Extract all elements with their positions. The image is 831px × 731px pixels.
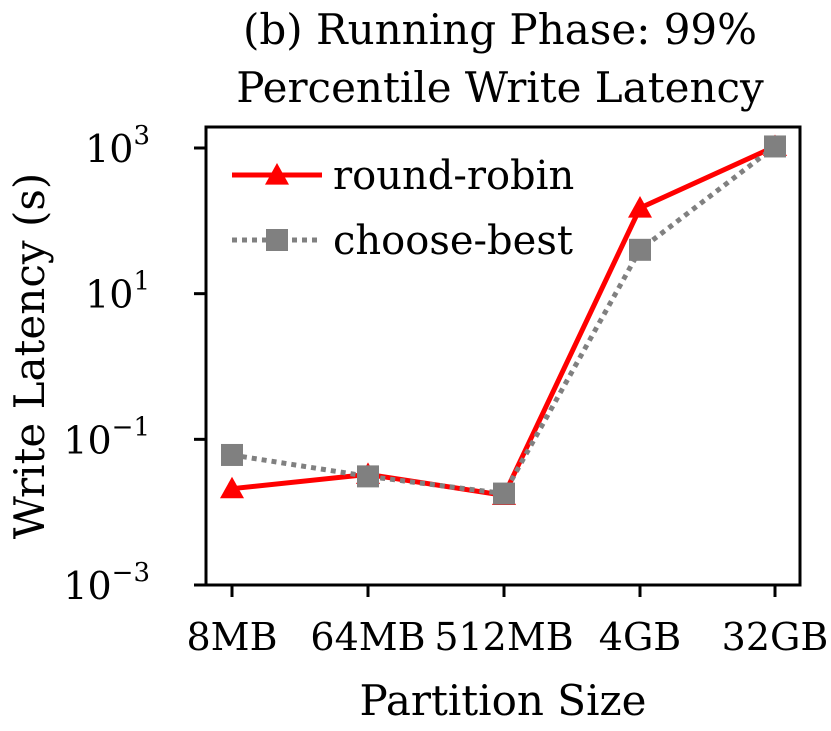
point-round-robin-3 <box>628 196 652 218</box>
y-tick-label-3: 10−3 <box>63 558 150 608</box>
x-tick-label-4: 32GB <box>722 615 829 659</box>
y-axis-ticks: 103 101 10−1 10−3 <box>63 121 206 608</box>
x-axis-label: Partition Size <box>360 676 647 725</box>
x-axis-ticks: 8MB 64MB 512MB 4GB 32GB <box>186 585 828 659</box>
legend-label-round-robin: round-robin <box>333 153 574 199</box>
x-tick-label-1: 64MB <box>310 615 425 659</box>
legend-marker-round-robin <box>265 163 289 185</box>
point-choose-best-4 <box>764 135 786 158</box>
legend-marker-choose-best <box>266 229 288 251</box>
y-tick-label-2: 10−1 <box>63 412 150 462</box>
point-choose-best-1 <box>357 465 379 488</box>
point-choose-best-2 <box>493 482 515 505</box>
point-choose-best-0 <box>221 443 243 466</box>
point-round-robin-0 <box>220 476 244 499</box>
series-layer <box>220 134 787 505</box>
x-tick-label-0: 8MB <box>186 615 277 659</box>
y-tick-label-1: 101 <box>85 267 150 317</box>
chart-title-line-1: (b) Running Phase: 99% <box>243 5 757 54</box>
y-tick-label-0: 103 <box>85 121 150 171</box>
legend-label-choose-best: choose-best <box>333 218 573 264</box>
point-choose-best-3 <box>629 238 651 261</box>
x-tick-label-3: 4GB <box>599 615 681 659</box>
x-tick-label-2: 512MB <box>434 615 573 659</box>
legend: round-robin choose-best <box>232 153 574 264</box>
chart-title-line-2: Percentile Write Latency <box>236 63 764 112</box>
y-axis-label: Write Latency (s) <box>5 173 54 540</box>
